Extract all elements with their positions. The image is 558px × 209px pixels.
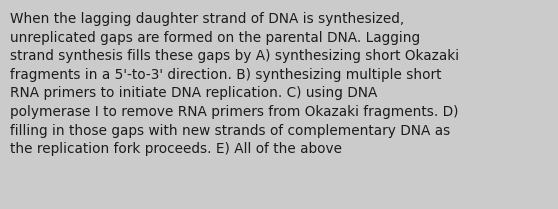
Text: When the lagging daughter strand of DNA is synthesized,
unreplicated gaps are fo: When the lagging daughter strand of DNA … bbox=[10, 12, 459, 156]
